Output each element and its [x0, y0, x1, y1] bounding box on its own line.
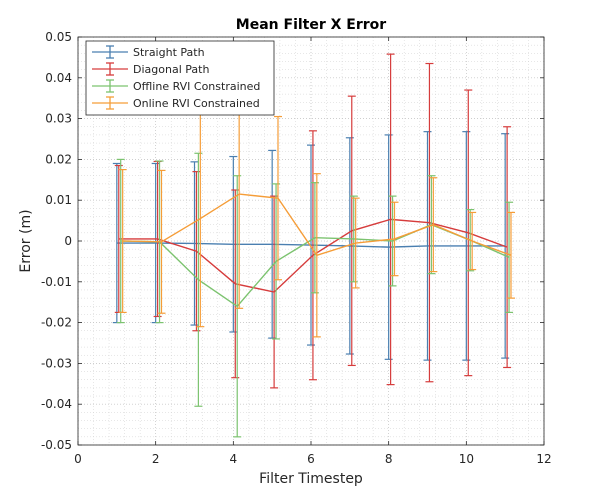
legend: Straight Path Diagonal Path Offline RVI Co…: [85, 40, 275, 116]
chart-title: Mean Filter X Error: [236, 17, 387, 33]
series-line: [116, 242, 506, 248]
y-tick-label: -0.01: [41, 275, 72, 289]
x-tick-label: 6: [307, 452, 315, 466]
y-tick-label: -0.05: [41, 438, 72, 452]
x-axis-label: Filter Timestep: [259, 471, 363, 487]
legend-label: Offline RVI Constrained: [133, 80, 260, 93]
y-tick-label: 0.05: [45, 30, 72, 44]
x-tick-label: 12: [536, 452, 551, 466]
series-online-rvi-constrained: [118, 79, 515, 338]
legend-item: Diagonal Path: [92, 62, 209, 76]
tick-labels: 0 2 4 6 8 10 12 -0.05 -0.04 -0.03 -0.02 -0.01 0 0.01 0…: [41, 30, 552, 466]
legend-label: Online RVI Constrained: [133, 97, 260, 110]
y-axis-label: Error (m): [18, 209, 34, 272]
y-tick-label: 0.03: [45, 112, 72, 126]
legend-item: Online RVI Constrained: [92, 96, 260, 110]
x-tick-label: 2: [152, 452, 160, 466]
x-tick-label: 0: [74, 452, 82, 466]
legend-label: Straight Path: [133, 46, 205, 59]
x-tick-label: 4: [230, 452, 238, 466]
legend-item: Straight Path: [92, 45, 205, 59]
y-tick-label: 0.01: [45, 193, 72, 207]
legend-label: Diagonal Path: [133, 63, 209, 76]
x-tick-label: 8: [385, 452, 393, 466]
series-line: [118, 218, 508, 293]
y-tick-label: -0.04: [41, 397, 72, 411]
legend-item: Offline RVI Constrained: [92, 79, 260, 93]
series-line: [122, 193, 512, 257]
x-tick-label: 10: [459, 452, 474, 466]
y-tick-label: -0.02: [41, 316, 72, 330]
y-tick-label: 0: [64, 234, 72, 248]
series-diagonal-path: [114, 53, 512, 389]
y-tick-label: -0.03: [41, 356, 72, 370]
y-tick-label: 0.04: [45, 71, 72, 85]
series-layer: [112, 53, 515, 438]
y-tick-label: 0.02: [45, 152, 72, 166]
tick-marks: [77, 36, 545, 446]
